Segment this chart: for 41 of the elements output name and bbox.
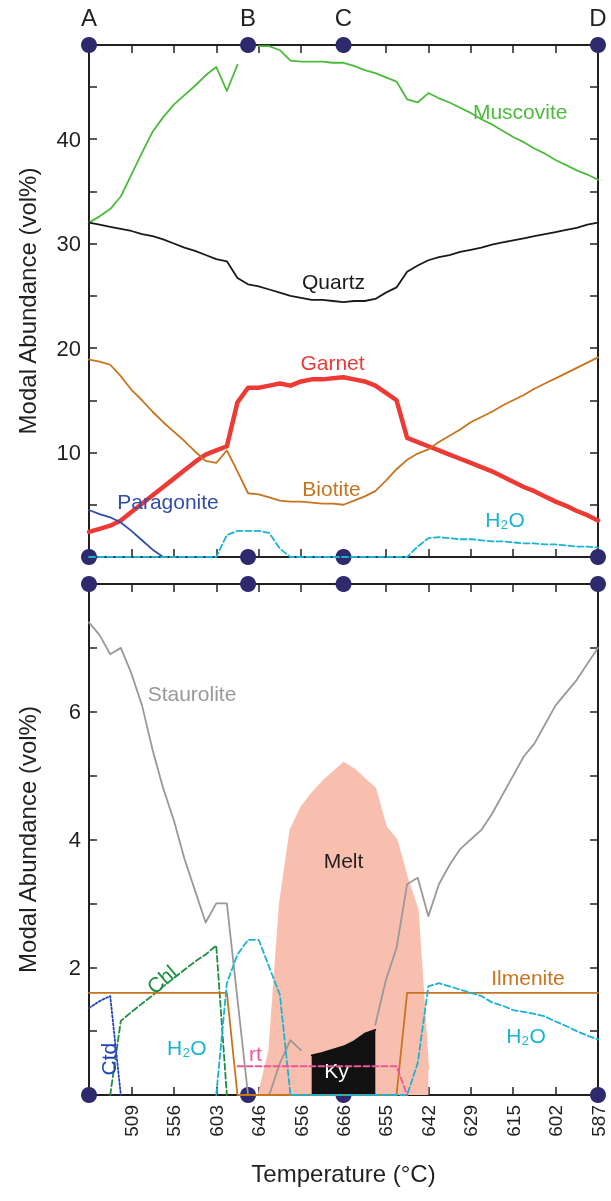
text: H₂O bbox=[167, 1035, 207, 1059]
series-label: H₂O bbox=[485, 508, 525, 532]
y-tick-label: 2 bbox=[68, 954, 81, 980]
y-tick-label: 4 bbox=[68, 827, 81, 852]
text: A bbox=[80, 3, 98, 31]
series-label: Muscovite bbox=[472, 100, 568, 124]
series-label: rt bbox=[249, 1041, 263, 1065]
series-label: Biotite bbox=[302, 477, 361, 501]
y-axis-title: Modal Abundance (vol%) bbox=[13, 167, 41, 435]
series-label: Melt bbox=[323, 849, 364, 873]
text: C bbox=[334, 3, 353, 31]
y-tick-label: 20 bbox=[56, 335, 81, 361]
line-series bbox=[88, 995, 122, 1096]
x-tick-label: 642 bbox=[417, 1105, 439, 1137]
line-series bbox=[86, 375, 601, 535]
x-tick-label: 646 bbox=[248, 1105, 270, 1137]
y-tick-label: 6 bbox=[68, 699, 81, 725]
y-tick-label: 30 bbox=[56, 231, 81, 257]
x-tick-label: 629 bbox=[460, 1105, 482, 1137]
x-tick-label: 587 bbox=[587, 1105, 609, 1137]
x-tick-label: 509 bbox=[120, 1105, 142, 1137]
x-tick-label: 603 bbox=[205, 1105, 227, 1137]
x-tick-label: 656 bbox=[290, 1105, 312, 1137]
x-tick-label: 602 bbox=[545, 1105, 567, 1137]
x-tick-label: 666 bbox=[333, 1105, 354, 1137]
y-tick-label: 10 bbox=[56, 440, 81, 466]
series-label: H₂O bbox=[506, 1023, 546, 1047]
series-label: Quartz bbox=[301, 269, 366, 293]
text: Chl bbox=[142, 960, 182, 999]
text: D bbox=[589, 3, 607, 31]
text: Ctd bbox=[96, 1042, 120, 1076]
y-tick-label: 40 bbox=[56, 126, 81, 152]
x-tick-label: 556 bbox=[163, 1105, 185, 1137]
series-label: Garnet bbox=[300, 350, 365, 374]
x-tick-label: 655 bbox=[375, 1105, 397, 1137]
x-axis-title: Temperature (°C) bbox=[251, 1159, 436, 1187]
series-label: Staurolite bbox=[147, 681, 237, 705]
series-label: Ilmenite bbox=[491, 966, 565, 990]
y-axis-title: Modal Abundance (vol%) bbox=[13, 706, 41, 973]
text: B bbox=[240, 3, 257, 31]
x-tick-label: 615 bbox=[502, 1105, 524, 1137]
